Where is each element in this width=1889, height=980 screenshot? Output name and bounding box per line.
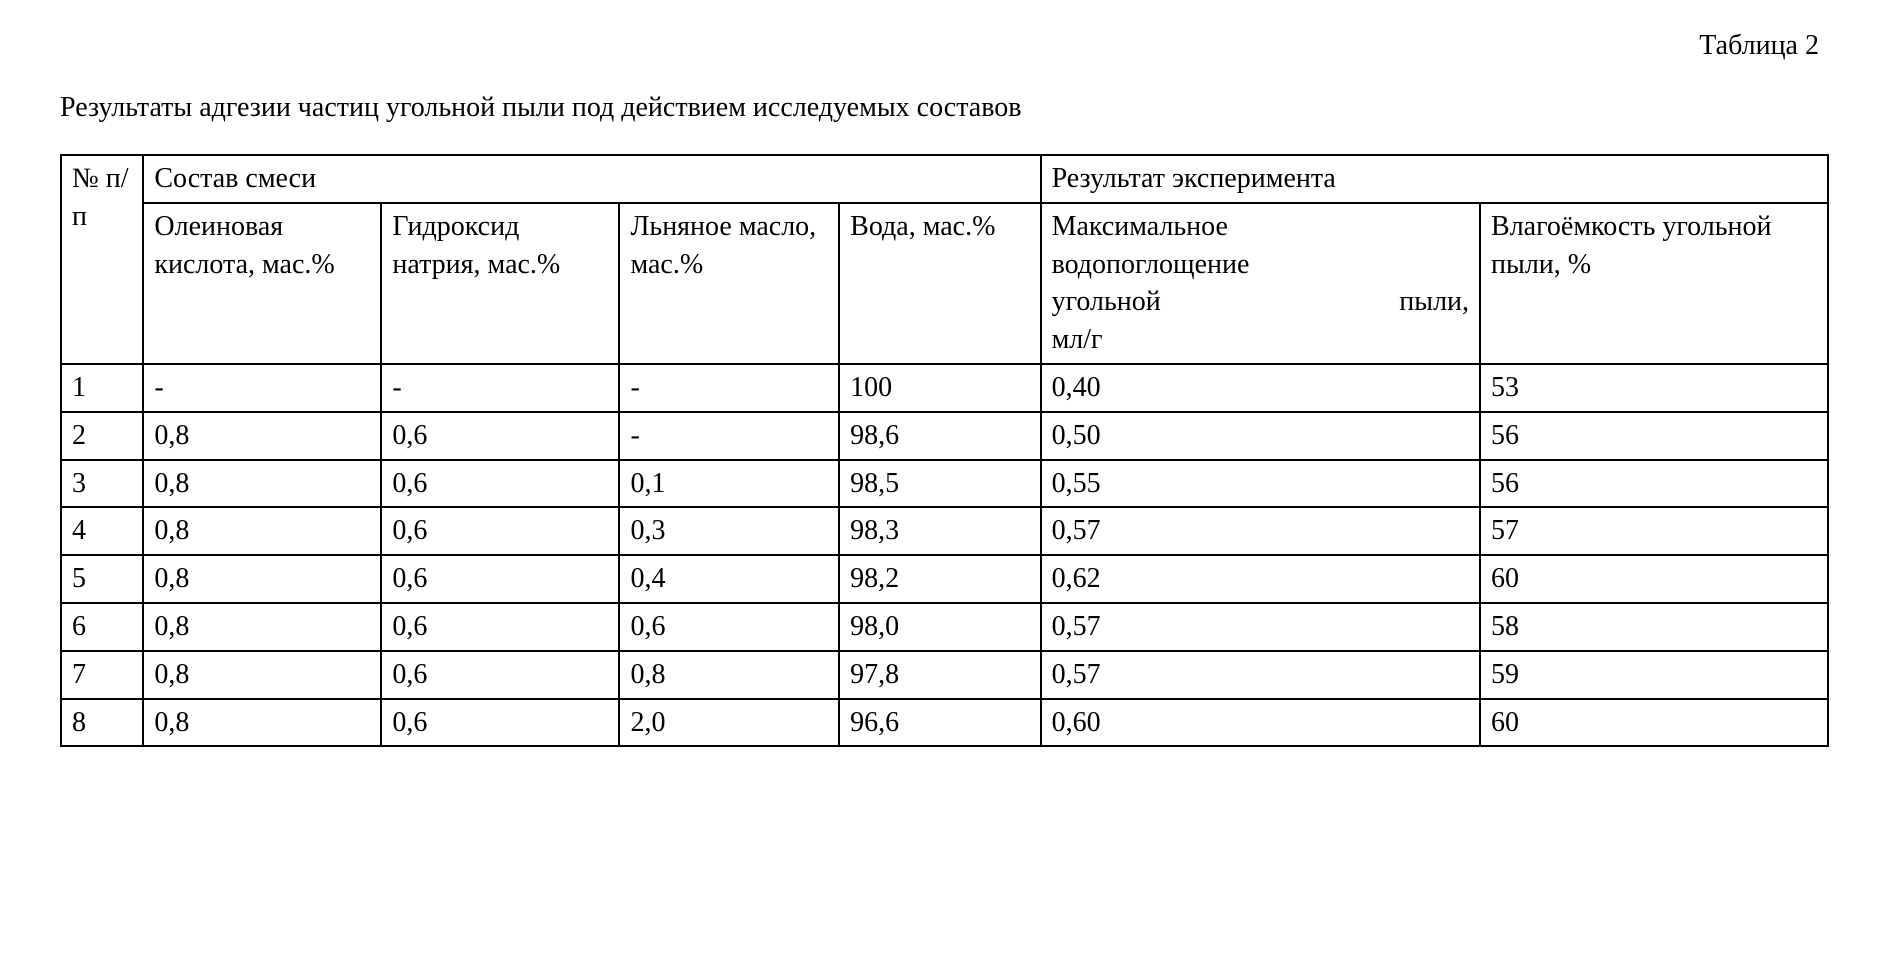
- cell-linseed: 0,8: [619, 651, 839, 699]
- col-header-linseed: Льняное масло, мас.%: [619, 203, 839, 364]
- cell-moisture: 60: [1480, 555, 1828, 603]
- adhesion-results-table: № п/п Состав смеси Результат эксперимент…: [60, 154, 1829, 747]
- cell-moisture: 59: [1480, 651, 1828, 699]
- cell-absorption: 0,40: [1041, 364, 1480, 412]
- cell-linseed: 2,0: [619, 699, 839, 747]
- col-header-moisture: Влагоёмкость угольной пыли, %: [1480, 203, 1828, 364]
- cell-linseed: 0,6: [619, 603, 839, 651]
- cell-water: 100: [839, 364, 1040, 412]
- cell-naoh: -: [381, 364, 619, 412]
- cell-number: 3: [61, 460, 143, 508]
- col-header-oleic: Олеиновая кислота, мас.%: [143, 203, 381, 364]
- table-row: 60,80,60,698,00,5758: [61, 603, 1828, 651]
- table-row: 30,80,60,198,50,5556: [61, 460, 1828, 508]
- table-row: 20,80,6-98,60,5056: [61, 412, 1828, 460]
- cell-water: 98,2: [839, 555, 1040, 603]
- cell-moisture: 58: [1480, 603, 1828, 651]
- cell-naoh: 0,6: [381, 699, 619, 747]
- cell-water: 98,6: [839, 412, 1040, 460]
- cell-oleic: 0,8: [143, 507, 381, 555]
- cell-number: 1: [61, 364, 143, 412]
- table-row: 40,80,60,398,30,5757: [61, 507, 1828, 555]
- table-row: 50,80,60,498,20,6260: [61, 555, 1828, 603]
- table-row: 70,80,60,897,80,5759: [61, 651, 1828, 699]
- cell-naoh: 0,6: [381, 412, 619, 460]
- cell-naoh: 0,6: [381, 555, 619, 603]
- col-header-water: Вода, мас.%: [839, 203, 1040, 364]
- cell-water: 98,3: [839, 507, 1040, 555]
- cell-oleic: 0,8: [143, 412, 381, 460]
- col-header-absorption-line2: водопоглощение: [1052, 249, 1250, 280]
- table-row: 1---1000,4053: [61, 364, 1828, 412]
- cell-oleic: 0,8: [143, 555, 381, 603]
- cell-absorption: 0,50: [1041, 412, 1480, 460]
- cell-linseed: 0,4: [619, 555, 839, 603]
- cell-number: 7: [61, 651, 143, 699]
- cell-moisture: 60: [1480, 699, 1828, 747]
- cell-linseed: -: [619, 364, 839, 412]
- cell-oleic: -: [143, 364, 381, 412]
- table-number-label: Таблица 2: [60, 30, 1819, 62]
- cell-number: 4: [61, 507, 143, 555]
- col-header-absorption-line1: Максимальное: [1052, 211, 1228, 242]
- cell-water: 96,6: [839, 699, 1040, 747]
- cell-absorption: 0,62: [1041, 555, 1480, 603]
- cell-linseed: 0,1: [619, 460, 839, 508]
- cell-oleic: 0,8: [143, 603, 381, 651]
- cell-moisture: 53: [1480, 364, 1828, 412]
- cell-oleic: 0,8: [143, 460, 381, 508]
- cell-moisture: 57: [1480, 507, 1828, 555]
- cell-linseed: -: [619, 412, 839, 460]
- col-header-absorption: Максимальное водопоглощение угольной пыл…: [1041, 203, 1480, 364]
- cell-water: 98,5: [839, 460, 1040, 508]
- cell-oleic: 0,8: [143, 699, 381, 747]
- cell-oleic: 0,8: [143, 651, 381, 699]
- cell-moisture: 56: [1480, 460, 1828, 508]
- cell-number: 6: [61, 603, 143, 651]
- col-header-absorption-line4: мл/г: [1052, 324, 1103, 355]
- cell-absorption: 0,60: [1041, 699, 1480, 747]
- col-header-group-result: Результат эксперимента: [1041, 155, 1828, 203]
- col-header-absorption-line3: угольной пыли,: [1052, 283, 1469, 321]
- cell-water: 98,0: [839, 603, 1040, 651]
- col-header-naoh: Гидроксид натрия, мас.%: [381, 203, 619, 364]
- cell-naoh: 0,6: [381, 603, 619, 651]
- cell-naoh: 0,6: [381, 651, 619, 699]
- cell-number: 5: [61, 555, 143, 603]
- cell-number: 2: [61, 412, 143, 460]
- cell-naoh: 0,6: [381, 460, 619, 508]
- col-header-group-mix: Состав смеси: [143, 155, 1040, 203]
- cell-absorption: 0,57: [1041, 603, 1480, 651]
- table-caption: Результаты адгезии частиц угольной пыли …: [60, 92, 1829, 124]
- col-header-number: № п/п: [61, 155, 143, 364]
- cell-water: 97,8: [839, 651, 1040, 699]
- cell-number: 8: [61, 699, 143, 747]
- table-row: 80,80,62,096,60,6060: [61, 699, 1828, 747]
- cell-absorption: 0,55: [1041, 460, 1480, 508]
- cell-moisture: 56: [1480, 412, 1828, 460]
- cell-naoh: 0,6: [381, 507, 619, 555]
- cell-absorption: 0,57: [1041, 507, 1480, 555]
- cell-absorption: 0,57: [1041, 651, 1480, 699]
- cell-linseed: 0,3: [619, 507, 839, 555]
